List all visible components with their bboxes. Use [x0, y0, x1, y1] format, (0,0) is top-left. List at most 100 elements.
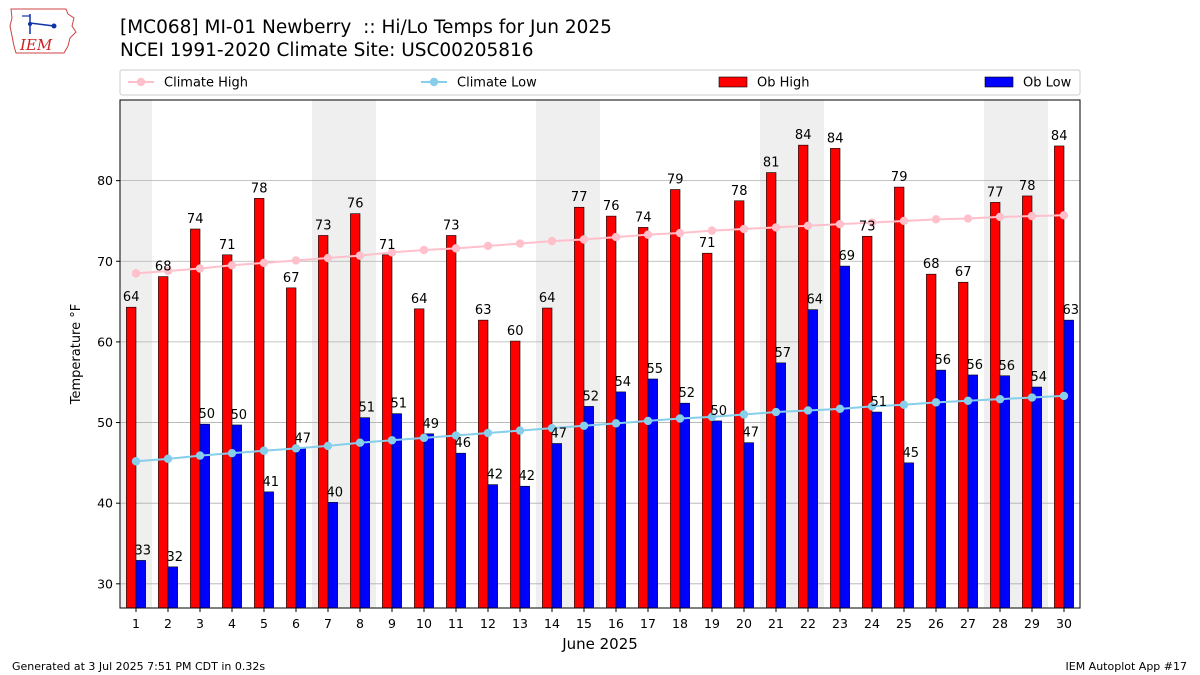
x-tick-label-29: 29 — [1024, 616, 1040, 631]
y-tick-label-80: 80 — [97, 173, 113, 188]
ob-low-bar-29 — [1031, 386, 1042, 609]
ob-low-label-1: 33 — [135, 543, 152, 558]
ob-high-label-16: 76 — [603, 199, 620, 214]
x-tick-label-24: 24 — [864, 616, 880, 631]
climate-low-point-7 — [323, 441, 333, 451]
ob-high-bar-20 — [734, 200, 745, 609]
ob-high-label-21: 81 — [763, 156, 780, 171]
ob-high-bar-26 — [926, 273, 937, 609]
ob-high-label-23: 84 — [827, 131, 844, 146]
climate-lines — [131, 211, 1069, 466]
climate-low-point-16 — [611, 419, 621, 428]
x-tick-label-1: 1 — [132, 616, 140, 631]
ob-low-bar-22 — [807, 309, 818, 609]
climate-high-point-24 — [867, 218, 877, 227]
ob-high-bar-4 — [222, 254, 233, 609]
ob-low-bar-30 — [1063, 319, 1074, 609]
ob-low-label-23: 69 — [839, 249, 856, 264]
ob-high-label-28: 77 — [987, 185, 1004, 200]
legend-ob-low-swatch — [984, 76, 1014, 88]
x-tick-label-10: 10 — [416, 616, 432, 631]
ob-high-bar-21 — [766, 172, 777, 609]
ob-low-label-12: 42 — [487, 468, 504, 483]
ob-low-bar-6 — [295, 448, 306, 609]
ob-low-bar-23 — [839, 265, 850, 609]
climate-high-line — [135, 214, 1065, 275]
ob-low-bar-14 — [551, 443, 562, 609]
x-tick-label-12: 12 — [480, 616, 496, 631]
x-tick-label-3: 3 — [196, 616, 204, 631]
climate-low-point-2 — [163, 454, 173, 464]
ob-low-label-5: 41 — [263, 475, 280, 490]
x-tick-label-4: 4 — [228, 616, 236, 631]
ob-low-label-10: 49 — [423, 417, 440, 432]
ob-high-label-15: 77 — [571, 190, 588, 205]
climate-low-point-26 — [931, 398, 941, 407]
ob-low-label-20: 47 — [743, 426, 760, 441]
x-tick-label-14: 14 — [544, 616, 560, 631]
logo-text: IEM — [19, 36, 53, 54]
ob-low-bar-24 — [871, 411, 882, 609]
y-gridlines — [120, 180, 1080, 585]
x-axis-label: June 2025 — [561, 635, 638, 653]
ob-low-label-3: 50 — [199, 407, 216, 422]
app-credit: IEM Autoplot App #17 — [1065, 660, 1188, 673]
ob-low-label-4: 50 — [231, 408, 248, 423]
ob-high-label-3: 74 — [187, 212, 204, 227]
climate-low-point-14 — [547, 423, 557, 433]
x-tick-label-30: 30 — [1056, 616, 1072, 631]
legend-climate-low-swatch-marker — [429, 77, 439, 87]
x-tick-label-27: 27 — [960, 616, 976, 631]
climate-low-point-25 — [899, 400, 909, 409]
climate-low-point-13 — [515, 426, 525, 435]
ob-high-label-10: 64 — [411, 292, 428, 307]
ob-high-label-25: 79 — [891, 170, 908, 185]
ob-low-label-25: 45 — [903, 446, 920, 461]
climate-high-point-5 — [259, 258, 269, 268]
y-axis-label: Temperature °F — [69, 304, 84, 405]
x-tick-label-9: 9 — [388, 616, 396, 631]
ob-high-label-8: 76 — [347, 197, 364, 212]
iowa-outline-icon — [9, 8, 77, 54]
x-tick-label-7: 7 — [324, 616, 332, 631]
ob-high-label-19: 71 — [699, 236, 716, 251]
ob-low-label-17: 55 — [647, 362, 664, 377]
x-tick-label-6: 6 — [292, 616, 300, 631]
y-tick-label-70: 70 — [97, 254, 113, 269]
x-axis: 1 2 3 4 5 6 7 8 9 10 11 12 13 14 15 16 17 18 19 20 21 22 23 24 2… — [132, 608, 1072, 631]
ob-low-bar-28 — [999, 375, 1010, 609]
x-tick-label-23: 23 — [832, 616, 848, 631]
ob-low-label-18: 52 — [679, 386, 696, 401]
x-tick-label-8: 8 — [356, 616, 364, 631]
ob-low-label-16: 54 — [615, 375, 632, 390]
climate-high-point-4 — [227, 261, 237, 270]
ob-low-bar-19 — [711, 420, 722, 609]
climate-low-point-24 — [867, 402, 877, 411]
climate-high-point-14 — [547, 236, 557, 246]
ob-high-label-5: 78 — [251, 181, 268, 196]
ob-high-bar-19 — [702, 252, 713, 609]
ob-high-bar-22 — [798, 144, 809, 609]
climate-high-point-22 — [803, 221, 813, 230]
legend-climate-low-label: Climate Low — [457, 76, 537, 91]
climate-high-point-27 — [963, 214, 973, 223]
climate-high-point-15 — [579, 235, 589, 244]
climate-high-point-17 — [643, 230, 653, 239]
ob-low-bar-20 — [743, 442, 754, 609]
y-tick-label-60: 60 — [97, 334, 113, 349]
climate-high-point-30 — [1059, 211, 1069, 220]
ob-low-label-24: 51 — [871, 395, 888, 410]
ob-high-label-7: 73 — [315, 218, 332, 233]
climate-high-point-16 — [611, 232, 621, 242]
ob-high-bar-7 — [318, 235, 329, 609]
ob-low-label-21: 57 — [775, 346, 792, 361]
climate-high-point-2 — [163, 266, 173, 276]
ob-high-label-4: 71 — [219, 238, 236, 253]
ob-high-bar-28 — [990, 202, 1001, 609]
climate-high-point-20 — [739, 224, 749, 234]
y-tick-label-40: 40 — [97, 496, 113, 511]
climate-low-point-3 — [195, 451, 205, 460]
climate-high-point-18 — [675, 228, 685, 238]
climate-low-point-21 — [771, 407, 781, 417]
climate-low-point-1 — [131, 457, 141, 466]
